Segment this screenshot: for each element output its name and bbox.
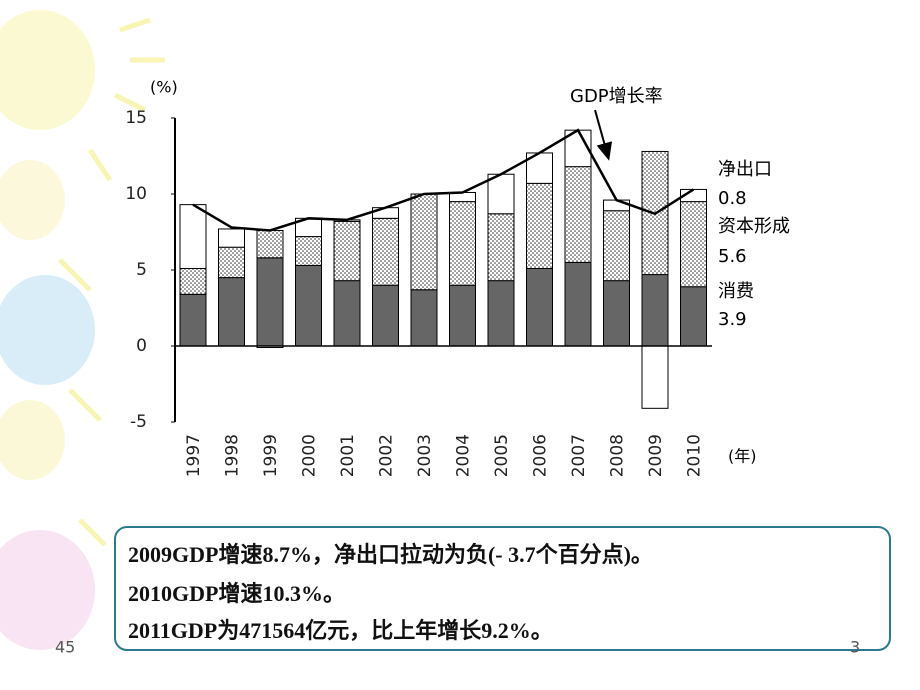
bar-segment bbox=[526, 182, 553, 269]
x-tick-label: 1998 bbox=[223, 434, 243, 477]
x-tick-label: 2006 bbox=[531, 434, 551, 477]
y-tick-label: 10 bbox=[125, 184, 147, 204]
bar-segment bbox=[449, 201, 476, 286]
x-tick-label: 2003 bbox=[415, 434, 435, 477]
x-tick-label: 2009 bbox=[646, 434, 666, 477]
bar-segment bbox=[487, 213, 515, 282]
bar-segment bbox=[218, 228, 245, 248]
bar-segment bbox=[372, 284, 399, 347]
x-tick-label: 2005 bbox=[492, 434, 512, 477]
y-tick-label: 5 bbox=[136, 260, 147, 280]
y-tick-label: 0 bbox=[136, 336, 147, 356]
line-label: GDP增长率 bbox=[570, 86, 663, 107]
legend-value: 3.9 bbox=[718, 309, 747, 330]
bar-segment bbox=[564, 166, 592, 263]
bar-segment bbox=[372, 217, 399, 286]
bar-segment bbox=[179, 293, 207, 347]
x-tick-label: 2008 bbox=[608, 434, 628, 477]
x-tick-label: 2010 bbox=[685, 434, 705, 477]
legend-label: 净出口 bbox=[718, 159, 772, 180]
bar-segment bbox=[179, 204, 207, 269]
y-tick-label: -5 bbox=[130, 412, 147, 432]
annotation-arrow bbox=[594, 109, 613, 161]
bar-segment bbox=[487, 173, 515, 215]
bar-segment bbox=[603, 210, 630, 282]
x-tick-label: 2007 bbox=[569, 434, 589, 477]
bar-segment bbox=[680, 286, 707, 347]
x-tick-label: 2000 bbox=[300, 434, 320, 477]
bar-segment bbox=[179, 267, 207, 295]
x-tick-label: 2004 bbox=[454, 434, 474, 477]
note: 2010GDP增速10.3%。 bbox=[128, 581, 345, 606]
bar-segment bbox=[526, 267, 553, 347]
bar-segment bbox=[295, 236, 322, 266]
bar-segment bbox=[410, 193, 438, 291]
bar-segment bbox=[333, 220, 361, 282]
bar-segment bbox=[449, 284, 476, 347]
bar-segment bbox=[603, 280, 630, 347]
decoration bbox=[0, 10, 165, 650]
page-number: 3 bbox=[850, 638, 860, 657]
legend-value: 0.8 bbox=[718, 188, 747, 209]
x-tick-label: 2002 bbox=[377, 434, 397, 477]
note: 2011GDP为471564亿元，比上年增长9.2%。 bbox=[128, 618, 553, 643]
bar-segment bbox=[218, 246, 245, 279]
page-number: 45 bbox=[55, 638, 75, 657]
legend-label: 资本形成 bbox=[718, 216, 790, 237]
bar-segment bbox=[218, 277, 245, 347]
bar-segment bbox=[487, 280, 515, 347]
x-axis-unit: (年) bbox=[728, 447, 757, 466]
bar-segment bbox=[641, 345, 669, 409]
bar-segment bbox=[295, 264, 322, 347]
bar-segment bbox=[410, 289, 438, 347]
legend-value: 5.6 bbox=[718, 246, 747, 267]
x-tick-label: 1999 bbox=[261, 434, 281, 477]
note-box bbox=[114, 526, 891, 651]
bar-segment bbox=[603, 199, 630, 212]
y-tick-label: 15 bbox=[125, 108, 147, 128]
bar-segment bbox=[641, 274, 669, 347]
bar-segment bbox=[256, 229, 284, 259]
x-tick-label: 1997 bbox=[184, 434, 204, 477]
bar-segment bbox=[333, 280, 361, 347]
legend-label: 消费 bbox=[718, 281, 754, 302]
bar-segment bbox=[256, 257, 284, 347]
bar-segment bbox=[680, 201, 707, 288]
note: 2009GDP增速8.7%，净出口拉动为负(- 3.7个百分点)。 bbox=[128, 542, 653, 567]
y-axis-unit: (%) bbox=[150, 78, 178, 97]
line bbox=[192, 128, 695, 232]
bar-segment bbox=[564, 261, 592, 347]
x-tick-label: 2001 bbox=[338, 434, 358, 477]
